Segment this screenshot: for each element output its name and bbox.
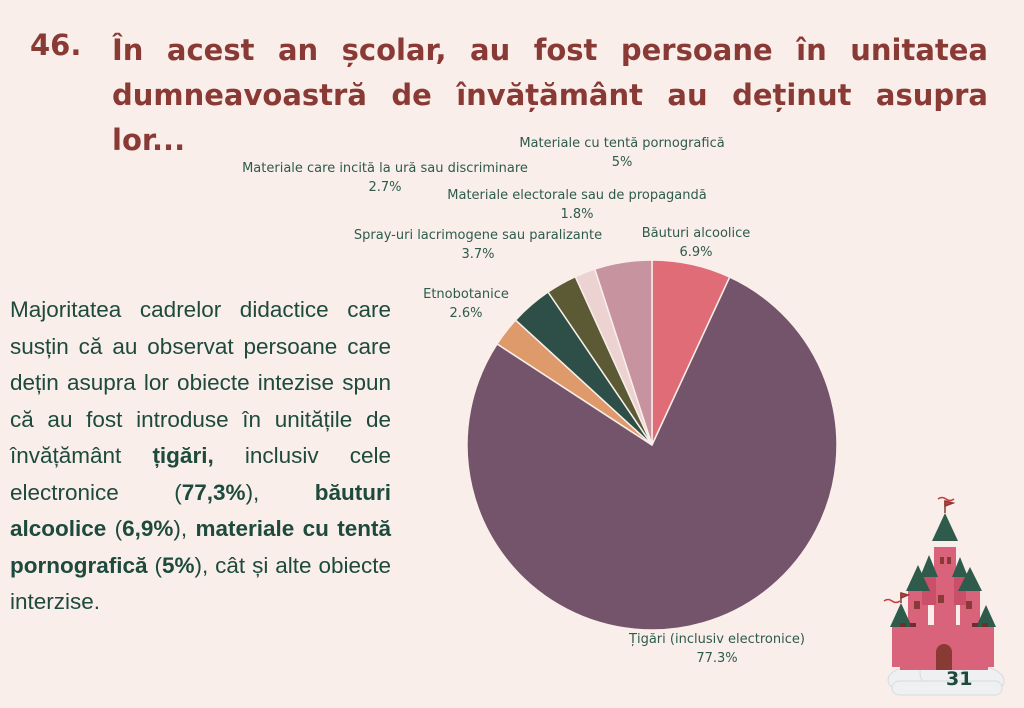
summary-item-pornographic: materiale cu tentă pornografică bbox=[10, 516, 391, 578]
slice-value-label: 2.6% bbox=[449, 306, 482, 321]
summary-item-alcohol: băuturi alcoolice bbox=[10, 479, 391, 542]
summary-outro: ), cât și alte obiecte interzise. bbox=[10, 552, 392, 615]
pie-slice bbox=[466, 276, 838, 631]
slice-label: Spray-uri lacrimogene sau paralizante bbox=[354, 228, 602, 243]
question-number: 46. bbox=[30, 28, 82, 62]
summary-intro: Majoritatea cadrelor didactice care susț… bbox=[10, 297, 391, 468]
slice-value-label: 5% bbox=[612, 155, 633, 170]
castle-icon bbox=[883, 496, 1005, 696]
summary-pct-cigarettes: 77,3% bbox=[181, 479, 246, 505]
page-number: 31 bbox=[946, 668, 973, 690]
slice-label: Materiale care incită la ură sau discrim… bbox=[242, 161, 528, 176]
slice-label: Băuturi alcoolice bbox=[642, 226, 751, 241]
slice-value-label: 6.9% bbox=[679, 245, 712, 260]
summary-pct-pornographic: 5% bbox=[161, 552, 195, 578]
slice-label: Materiale cu tentă pornografică bbox=[519, 136, 724, 151]
slice-label: Țigări (inclusiv electronice) bbox=[628, 632, 805, 647]
summary-paragraph: Majoritatea cadrelor didactice care susț… bbox=[10, 297, 392, 615]
pie-slice bbox=[593, 259, 653, 446]
slice-value-label: 3.7% bbox=[461, 247, 494, 262]
slice-label: Materiale electorale sau de propagandă bbox=[447, 188, 706, 203]
slice-value-label: 1.8% bbox=[560, 207, 593, 222]
question-title: În acest an școlar, au fost persoane în … bbox=[112, 33, 988, 157]
slice-label: Etnobotanice bbox=[423, 287, 509, 302]
summary-item-cigarettes: țigări, bbox=[152, 443, 214, 468]
slice-value-label: 77.3% bbox=[696, 651, 737, 666]
summary-pct-alcohol: 6,9% bbox=[122, 516, 174, 541]
slice-value-label: 2.7% bbox=[368, 180, 401, 195]
